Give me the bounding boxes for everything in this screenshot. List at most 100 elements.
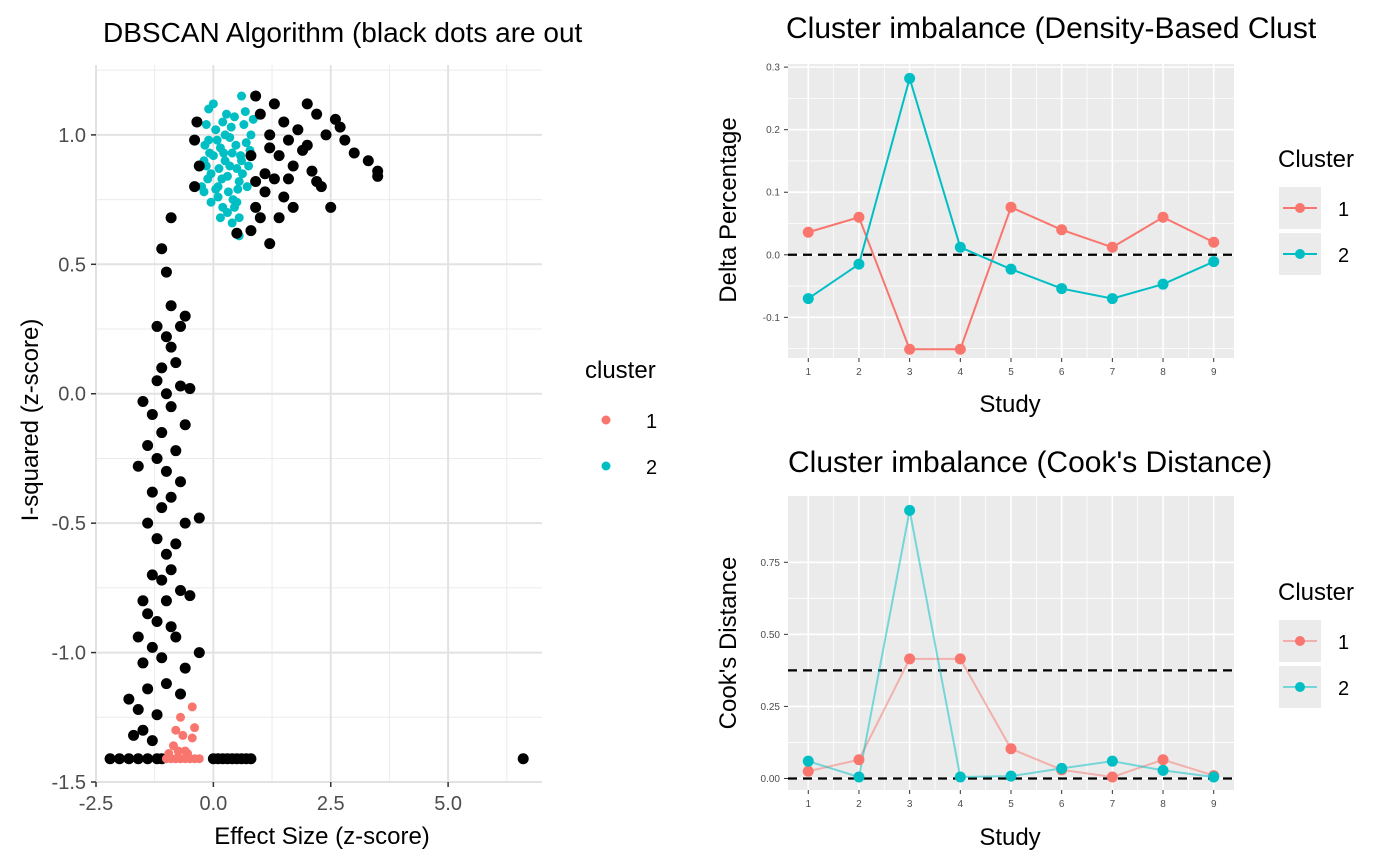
y-tick-label: 0.75 <box>761 558 781 569</box>
point-outlier <box>142 517 154 529</box>
point-outlier <box>160 388 172 400</box>
legend-key-cluster-1 <box>601 415 611 425</box>
point-outlier <box>156 502 168 514</box>
point-outlier <box>170 631 182 643</box>
point-outlier <box>179 662 191 674</box>
x-tick-label: 5 <box>1008 799 1014 810</box>
point-outlier <box>179 310 191 322</box>
y-tick-label: -1.5 <box>52 772 86 794</box>
delta-plot-background <box>788 64 1234 358</box>
point-outlier <box>151 375 163 387</box>
point-outlier <box>264 142 276 154</box>
point-outlier <box>250 175 262 187</box>
legend-label-cluster-2: 2 <box>646 457 657 479</box>
point-cluster-2 <box>206 197 216 207</box>
series-point-cluster-2 <box>1056 762 1068 774</box>
cooks-legend-key-point-1 <box>1295 636 1305 646</box>
point-outlier <box>268 98 280 110</box>
point-outlier <box>287 160 299 172</box>
x-tick-label: 7 <box>1110 799 1116 810</box>
delta-x-axis-label: Study <box>979 391 1040 418</box>
point-outlier <box>123 693 135 705</box>
point-cluster-2 <box>208 99 218 109</box>
point-outlier <box>339 134 351 146</box>
point-outlier <box>231 227 243 239</box>
point-outlier <box>175 584 187 596</box>
x-tick-label: 8 <box>1160 367 1166 378</box>
series-point-cluster-2 <box>1056 283 1068 295</box>
series-point-cluster-2 <box>1005 770 1017 782</box>
series-point-cluster-1 <box>853 754 865 766</box>
series-point-cluster-2 <box>904 72 916 84</box>
point-cluster-2 <box>248 114 258 124</box>
point-outlier <box>273 212 285 224</box>
y-tick-label: 0.0 <box>766 250 780 261</box>
series-point-cluster-2 <box>802 293 814 305</box>
delta-y-axis-label: Delta Percentage <box>715 117 742 302</box>
point-outlier <box>132 704 144 716</box>
series-point-cluster-1 <box>954 653 966 665</box>
series-point-cluster-2 <box>853 771 865 783</box>
series-point-cluster-2 <box>1208 256 1220 268</box>
x-tick-label: 3 <box>907 367 913 378</box>
point-outlier <box>175 688 187 700</box>
point-cluster-1 <box>180 746 190 756</box>
delta-series <box>788 72 1234 355</box>
dbscan-legend: cluster 1 2 <box>585 357 657 479</box>
delta-legend: Cluster 1 2 <box>1278 146 1354 275</box>
cooks-plot-background <box>788 496 1234 790</box>
point-outlier <box>142 753 154 765</box>
delta-chart-title: Cluster imbalance (Density-Based Clust <box>786 12 1317 45</box>
point-outlier <box>137 657 149 669</box>
x-tick-label: 9 <box>1211 367 1217 378</box>
x-tick-label: 6 <box>1059 367 1065 378</box>
point-outlier <box>146 569 158 581</box>
point-outlier <box>348 147 360 159</box>
series-point-cluster-2 <box>853 258 865 270</box>
point-cluster-1 <box>178 730 188 740</box>
point-outlier <box>264 238 276 250</box>
point-outlier <box>165 212 177 224</box>
series-point-cluster-2 <box>904 504 916 516</box>
point-outlier <box>151 616 163 628</box>
point-outlier <box>311 108 323 120</box>
point-outlier <box>165 621 177 633</box>
x-tick-label: 6 <box>1059 799 1065 810</box>
point-outlier <box>179 419 191 431</box>
x-tick-label: 0.0 <box>199 793 227 815</box>
series-point-cluster-2 <box>954 241 966 253</box>
point-outlier <box>142 683 154 695</box>
point-cluster-2 <box>219 148 229 158</box>
point-outlier <box>184 383 196 395</box>
point-outlier <box>193 160 205 172</box>
cooks-x-axis-label: Study <box>979 824 1040 851</box>
series-point-cluster-1 <box>1005 201 1017 213</box>
point-outlier <box>156 362 168 374</box>
point-outlier <box>104 753 116 765</box>
point-outlier <box>146 408 158 420</box>
point-outlier <box>193 512 205 524</box>
series-point-cluster-1 <box>802 226 814 238</box>
point-outlier <box>151 709 163 721</box>
point-outlier <box>170 538 182 550</box>
point-outlier <box>264 129 276 141</box>
point-outlier <box>245 150 257 162</box>
point-outlier <box>142 608 154 620</box>
dbscan-axis-ticks: -2.5 0.0 2.5 5.0 -1.5 -1.0 -0.5 0.0 0.5 1.0 <box>52 125 462 815</box>
point-cluster-2 <box>241 138 251 148</box>
point-outlier <box>160 465 172 477</box>
point-outlier <box>151 452 163 464</box>
point-cluster-2 <box>211 184 221 194</box>
point-outlier <box>254 212 266 224</box>
point-outlier <box>146 486 158 498</box>
dbscan-chart-title: DBSCAN Algorithm (black dots are out <box>103 17 583 48</box>
point-outlier <box>278 116 290 128</box>
point-outlier <box>184 590 196 602</box>
point-outlier <box>160 331 172 343</box>
x-tick-label: 2.5 <box>317 793 345 815</box>
series-point-cluster-2 <box>1208 771 1220 783</box>
x-tick-label: 7 <box>1110 367 1116 378</box>
point-cluster-2 <box>213 192 223 202</box>
point-outlier <box>165 300 177 312</box>
series-point-cluster-1 <box>904 343 916 355</box>
